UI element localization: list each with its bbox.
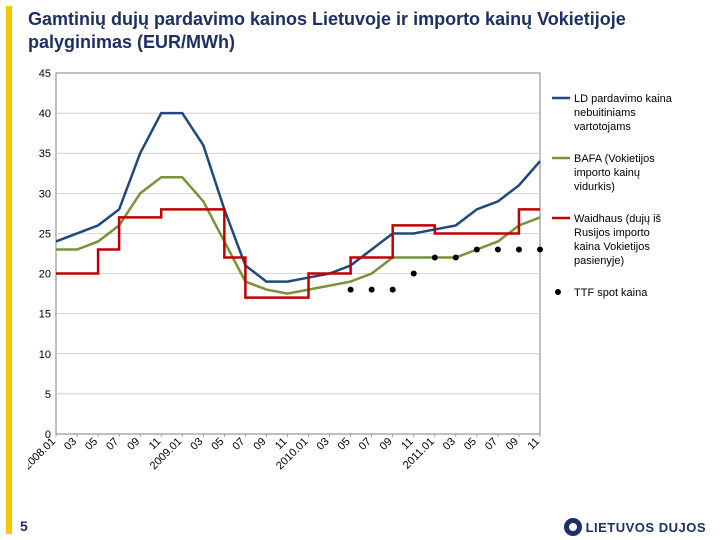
svg-text:40: 40 bbox=[39, 108, 51, 120]
svg-text:15: 15 bbox=[39, 309, 51, 321]
logo-icon bbox=[564, 518, 582, 536]
page-number: 5 bbox=[20, 518, 28, 534]
svg-text:35: 35 bbox=[39, 148, 51, 160]
svg-text:pasienyje): pasienyje) bbox=[574, 255, 624, 267]
svg-text:09: 09 bbox=[251, 436, 268, 453]
svg-text:05: 05 bbox=[462, 436, 479, 453]
svg-text:LD pardavimo kaina: LD pardavimo kaina bbox=[574, 93, 673, 105]
svg-text:07: 07 bbox=[357, 436, 374, 453]
svg-text:kaina Vokietijos: kaina Vokietijos bbox=[574, 241, 650, 253]
svg-text:09: 09 bbox=[504, 436, 521, 453]
svg-text:TTF spot kaina: TTF spot kaina bbox=[574, 287, 648, 299]
svg-text:Waidhaus (dujų iš: Waidhaus (dujų iš bbox=[574, 213, 662, 225]
svg-text:30: 30 bbox=[39, 188, 51, 200]
svg-text:05: 05 bbox=[336, 436, 353, 453]
brand-text: LIETUVOS DUJOS bbox=[586, 520, 706, 535]
svg-text:09: 09 bbox=[378, 436, 395, 453]
svg-text:05: 05 bbox=[209, 436, 226, 453]
svg-text:BAFA (Vokietijos: BAFA (Vokietijos bbox=[574, 153, 655, 165]
chart-title: Gamtinių dujų pardavimo kainos Lietuvoje… bbox=[28, 8, 698, 53]
svg-text:03: 03 bbox=[188, 436, 205, 453]
svg-text:09: 09 bbox=[125, 436, 142, 453]
svg-text:5: 5 bbox=[45, 389, 51, 401]
line-chart: 0510152025303540452008.0103050709112009.… bbox=[28, 68, 700, 496]
svg-text:Rusijos importo: Rusijos importo bbox=[574, 227, 650, 239]
svg-text:07: 07 bbox=[230, 436, 247, 453]
svg-text:11: 11 bbox=[526, 436, 543, 453]
svg-text:03: 03 bbox=[62, 436, 79, 453]
svg-text:03: 03 bbox=[441, 436, 458, 453]
svg-text:vartotojams: vartotojams bbox=[574, 121, 631, 133]
svg-text:importo kainų: importo kainų bbox=[574, 167, 640, 179]
svg-text:25: 25 bbox=[39, 228, 51, 240]
svg-text:03: 03 bbox=[315, 436, 332, 453]
svg-text:07: 07 bbox=[483, 436, 500, 453]
svg-text:07: 07 bbox=[104, 436, 121, 453]
svg-text:vidurkis): vidurkis) bbox=[574, 181, 615, 193]
svg-text:nebuitiniams: nebuitiniams bbox=[574, 107, 636, 119]
brand-logo: LIETUVOS DUJOS bbox=[564, 518, 706, 536]
svg-text:10: 10 bbox=[39, 349, 51, 361]
svg-text:45: 45 bbox=[39, 68, 51, 80]
svg-text:2008.01: 2008.01 bbox=[28, 436, 58, 473]
svg-text:05: 05 bbox=[83, 436, 100, 453]
svg-text:20: 20 bbox=[39, 269, 51, 281]
